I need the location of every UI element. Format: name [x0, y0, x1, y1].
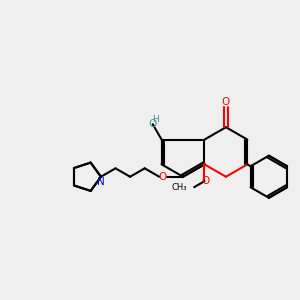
- Text: H: H: [152, 115, 159, 124]
- Text: O: O: [222, 98, 230, 107]
- Text: CH₃: CH₃: [172, 183, 187, 192]
- Text: O: O: [201, 176, 210, 186]
- Text: O: O: [158, 172, 166, 182]
- Text: N: N: [97, 177, 105, 187]
- Text: O: O: [148, 119, 157, 129]
